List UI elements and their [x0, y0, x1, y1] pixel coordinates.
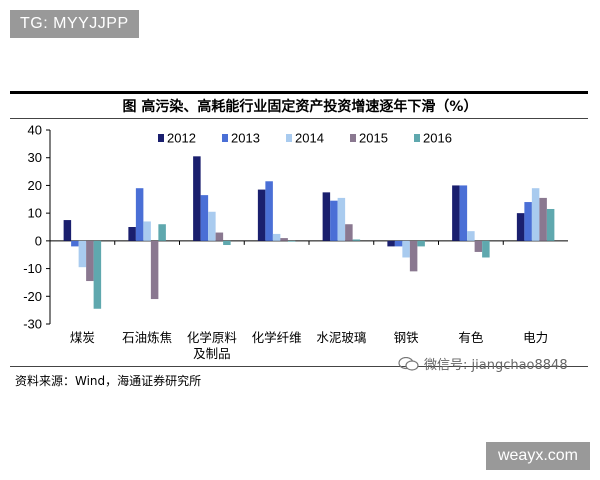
bar-2012-5: [387, 240, 395, 247]
bar-2014-6: [467, 231, 475, 241]
category-label: 煤炭: [70, 330, 95, 345]
bar-2014-0: [78, 240, 87, 268]
bar-2013-2: [200, 195, 209, 241]
bar-2015-7: [539, 197, 547, 241]
category-label: 电力: [523, 330, 548, 345]
bar-2016-7: [546, 208, 555, 241]
legend-label-2014: 2014: [295, 131, 324, 146]
legend-swatch-2016: [414, 134, 420, 142]
category-label: 石油炼焦: [122, 330, 172, 345]
bar-2012-4: [322, 192, 331, 241]
footer-tag: weayx.com: [485, 442, 590, 470]
wechat-icon: [398, 356, 419, 371]
bar-2012-3: [257, 189, 266, 241]
bar-2015-1: [150, 240, 159, 300]
title-top-rule: [10, 91, 588, 94]
y-tick-label: 40: [28, 123, 42, 138]
bar-2012-0: [63, 220, 72, 241]
bar-2016-4: [352, 239, 361, 241]
y-tick-label: -20: [23, 289, 42, 304]
bar-2015-3: [280, 238, 288, 241]
bar-2014-3: [272, 233, 281, 241]
bar-2016-5: [417, 240, 425, 247]
legend-label-2015: 2015: [359, 131, 388, 146]
bar-2012-6: [452, 185, 460, 241]
bar-2016-0: [93, 240, 102, 309]
source-top-rule: [10, 366, 588, 367]
y-tick-label: 10: [28, 206, 42, 221]
bar-2013-1: [135, 188, 144, 241]
bar-2013-3: [265, 181, 273, 241]
y-tick-label: -30: [23, 317, 42, 332]
watermark-label: 微信号: jiangchao8848: [424, 358, 568, 373]
bar-2012-1: [128, 227, 136, 241]
category-label: 有色: [458, 330, 484, 345]
source-note: 资料来源：Wind，海通证券研究所: [15, 374, 202, 388]
bar-2014-5: [402, 240, 410, 258]
bar-2015-0: [86, 240, 94, 282]
category-label: 水泥玻璃: [316, 330, 366, 345]
bar-2015-2: [215, 232, 224, 241]
bar-2015-6: [474, 240, 483, 252]
legend-swatch-2015: [350, 134, 356, 142]
category-label: 化学原料: [187, 330, 238, 345]
bar-2013-4: [330, 200, 338, 241]
bar-2013-5: [394, 240, 403, 247]
bar-2015-5: [409, 240, 418, 272]
legend-swatch-2012: [158, 134, 164, 142]
bar-2012-2: [193, 156, 201, 241]
bar-2016-3: [287, 240, 296, 242]
y-tick-label: 30: [28, 150, 42, 165]
bar-2014-7: [531, 188, 540, 241]
bar-2014-2: [208, 211, 216, 241]
bar-2016-6: [482, 240, 490, 258]
wechat-watermark: 微信号: jiangchao8848: [398, 354, 568, 373]
legend-swatch-2013: [222, 134, 228, 142]
bar-2015-4: [345, 224, 353, 241]
category-label: 钢铁: [394, 330, 420, 345]
y-tick-label: -10: [23, 261, 42, 276]
bar-2012-7: [516, 213, 525, 241]
chart-title: 图 高污染、高耗能行业固定资产投资增速逐年下滑（%）: [122, 99, 478, 115]
category-label: 化学纤维: [252, 330, 302, 345]
bar-2013-6: [459, 185, 468, 241]
bar-2013-0: [71, 240, 79, 247]
y-tick-label: 20: [28, 178, 42, 193]
category-label: 及制品: [193, 346, 231, 361]
legend-label-2012: 2012: [167, 131, 196, 146]
header-tag: TG: MYYJJPP: [10, 10, 139, 38]
legend-swatch-2014: [286, 134, 292, 142]
bar-2016-1: [158, 224, 166, 241]
title-bottom-rule: [10, 118, 588, 119]
bar-2016-2: [223, 240, 231, 246]
bar-2014-4: [337, 197, 346, 241]
legend-label-2016: 2016: [423, 131, 452, 146]
legend-label-2013: 2013: [231, 131, 260, 146]
y-tick-label: 0: [35, 233, 42, 248]
bar-2014-1: [143, 221, 151, 241]
bar-2013-7: [524, 202, 532, 241]
